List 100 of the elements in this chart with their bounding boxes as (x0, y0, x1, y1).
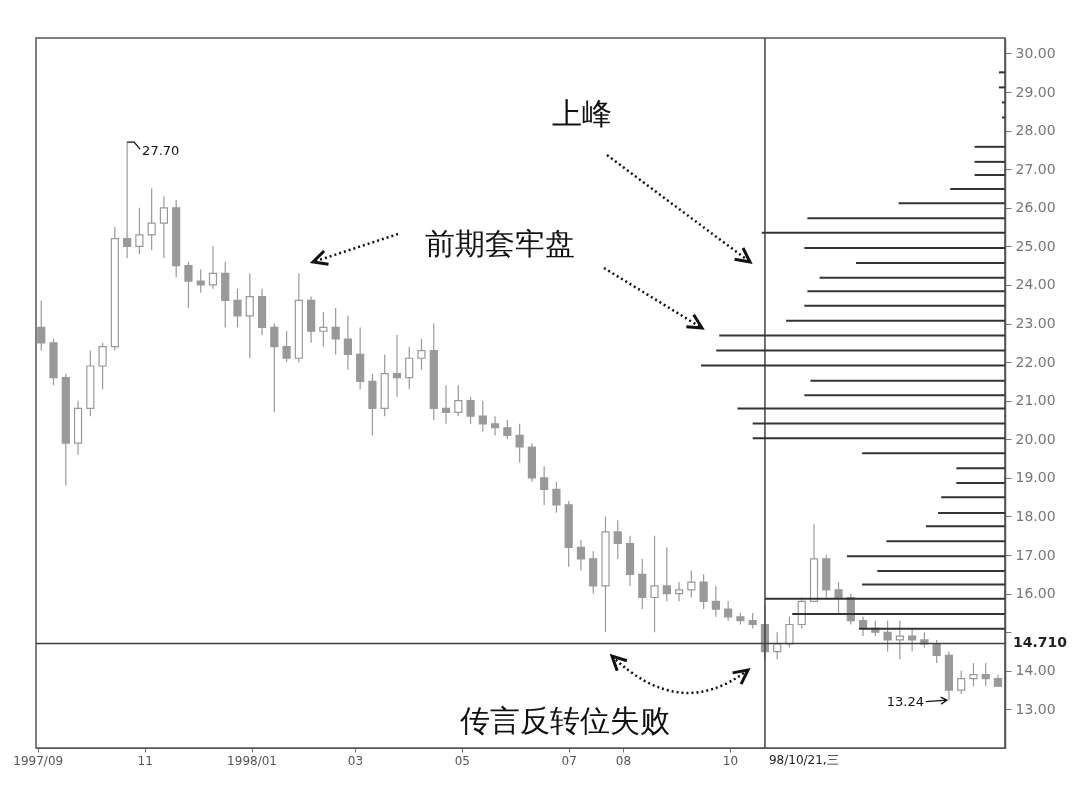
y-tick-label: 19.00 (1015, 469, 1056, 486)
bar (792, 613, 1005, 616)
x-tick-label: 1997/09 (13, 753, 64, 768)
candlestick (638, 558, 647, 610)
bar (761, 231, 1005, 234)
candlestick (576, 539, 586, 572)
candlestick (699, 573, 708, 610)
candlestick (957, 670, 966, 695)
candlestick (343, 315, 352, 371)
x-tick-label: 03 (347, 753, 364, 768)
annotation: 27.70 (142, 143, 180, 159)
bar (862, 452, 1005, 455)
y-tick-label: 26.00 (1015, 199, 1056, 216)
candlestick (895, 620, 904, 660)
bar (807, 290, 1005, 293)
bar (846, 555, 1005, 558)
candlestick (98, 342, 107, 390)
ref-line-label: 98/10/21,三 (768, 753, 839, 767)
candlestick (687, 569, 696, 599)
y-tick-label: 14.00 (1015, 662, 1056, 679)
candlestick (834, 581, 843, 614)
candlestick (785, 616, 794, 649)
candlestick (405, 346, 414, 390)
candlestick (454, 384, 463, 417)
candlestick (417, 338, 426, 371)
annotation: 13.24 (886, 694, 924, 710)
x-tick-label: 05 (454, 753, 470, 768)
bar (804, 246, 1005, 249)
bar (701, 364, 1005, 367)
bar (974, 173, 1005, 176)
candlestick (969, 662, 978, 687)
candlestick (441, 384, 451, 425)
candlestick (159, 195, 169, 259)
candlestick (650, 535, 659, 633)
y-tick-label: 24.00 (1015, 276, 1056, 293)
candlestick (208, 245, 218, 290)
candlestick (392, 334, 402, 398)
candlestick (613, 519, 622, 560)
candlestick (674, 581, 684, 602)
candlestick (123, 141, 132, 259)
y-tick-label: 21.00 (1015, 392, 1056, 409)
bar (752, 422, 1005, 425)
bar (1001, 116, 1005, 119)
candlestick (270, 322, 279, 413)
bar (998, 86, 1005, 89)
candlestick (466, 396, 475, 425)
ref-line-label: 14.710 (1013, 634, 1068, 651)
bar (1001, 101, 1005, 104)
candlestick (282, 330, 291, 363)
x-tick-label: 11 (137, 753, 153, 768)
candlestick (552, 481, 561, 514)
y-tick-label: 13.00 (1015, 700, 1056, 717)
candlestick (724, 600, 733, 622)
bar (807, 217, 1005, 220)
bar (974, 145, 1005, 148)
candlestick (908, 627, 917, 653)
annotation: 前期套牢盘 (425, 226, 575, 261)
bar (877, 569, 1005, 572)
bar (998, 71, 1005, 74)
y-tick-label: 27.00 (1015, 160, 1056, 177)
candlestick (147, 187, 156, 251)
annotation: 上峰 (552, 96, 612, 131)
y-tick-label: 29.00 (1015, 83, 1056, 100)
bar (856, 261, 1005, 264)
bar (938, 512, 1005, 515)
candlestick (932, 639, 941, 664)
bar (925, 525, 1005, 528)
candlestick (37, 299, 46, 352)
bar (804, 394, 1005, 397)
candlestick (478, 400, 487, 433)
candlestick (503, 419, 512, 440)
candlestick (135, 207, 144, 255)
bar (737, 407, 1005, 410)
x-tick-label: 08 (615, 753, 632, 768)
y-tick-label: 28.00 (1015, 122, 1056, 139)
bar (804, 304, 1005, 307)
bar (941, 496, 1005, 499)
x-tick-label: 1998/01 (227, 753, 277, 768)
candlestick (184, 261, 193, 309)
bar (898, 202, 1005, 205)
bar (950, 187, 1005, 190)
y-tick-label: 23.00 (1015, 315, 1056, 332)
candlestick (540, 465, 549, 506)
y-tick-label: 30.00 (1015, 44, 1056, 61)
candlestick (245, 272, 254, 359)
bar (862, 583, 1005, 586)
bar (810, 379, 1005, 382)
bar (819, 276, 1005, 279)
x-tick-label: 10 (722, 753, 739, 768)
candlestick (883, 620, 892, 653)
candlestick (515, 423, 524, 464)
candlestick (331, 307, 340, 356)
y-tick-label: 16.00 (1015, 585, 1056, 602)
bar (719, 334, 1005, 337)
bar (786, 319, 1005, 322)
bar (956, 481, 1005, 484)
y-tick-label: 20.00 (1015, 430, 1056, 447)
candlestick (711, 585, 720, 618)
candlestick (196, 268, 205, 294)
y-tick-label: 22.00 (1015, 353, 1056, 370)
